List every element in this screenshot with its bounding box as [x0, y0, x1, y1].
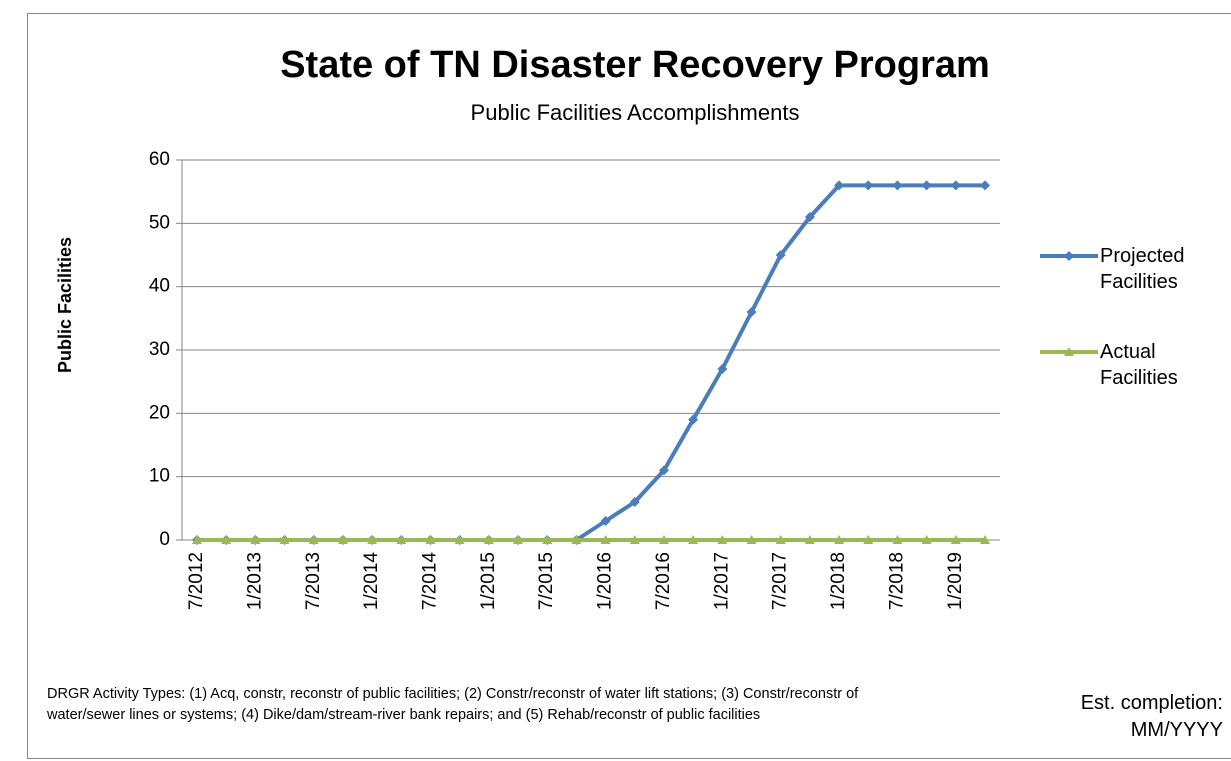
- x-tick-label: 1/2015: [478, 552, 499, 610]
- marker: [834, 180, 845, 191]
- x-tick-label: 1/2017: [711, 552, 732, 610]
- x-tick-label: 7/2016: [653, 552, 674, 610]
- marker: [980, 180, 990, 191]
- marker: [308, 535, 319, 544]
- y-tick-label: 60: [149, 149, 170, 170]
- marker: [775, 250, 786, 260]
- legend-label: Actual Facilities: [1100, 341, 1178, 389]
- marker: [950, 535, 961, 544]
- y-tick-label: 0: [159, 529, 170, 550]
- marker: [717, 535, 728, 544]
- marker: [629, 497, 640, 507]
- marker: [192, 535, 202, 544]
- x-tick-label: 1/2016: [595, 552, 616, 610]
- marker: [221, 535, 232, 544]
- marker: [658, 535, 669, 544]
- marker: [600, 516, 611, 526]
- marker: [717, 364, 728, 374]
- y-tick-label: 10: [149, 466, 170, 487]
- x-tick-label: 7/2014: [419, 552, 440, 611]
- marker: [425, 535, 436, 544]
- x-tick-label: 7/2017: [770, 552, 791, 610]
- footnote: DRGR Activity Types: (1) Acq, constr, re…: [47, 686, 859, 723]
- marker: [658, 465, 669, 476]
- chart-title: State of TN Disaster Recovery Program: [280, 44, 990, 86]
- marker: [746, 307, 757, 317]
- annotation: Est. completion: MM/YYYY: [1080, 692, 1223, 741]
- marker: [367, 535, 378, 544]
- marker: [775, 535, 786, 544]
- marker: [396, 535, 407, 544]
- chart-subtitle: Public Facilities Accomplishments: [471, 100, 800, 125]
- marker: [279, 535, 290, 544]
- marker: [892, 180, 903, 191]
- y-axis-label: Public Facilities: [55, 237, 75, 373]
- y-tick-label: 20: [149, 402, 170, 423]
- x-tick-label: 1/2013: [244, 552, 265, 610]
- legend-label: Projected Facilities: [1100, 245, 1185, 293]
- x-tick-label: 1/2019: [945, 552, 966, 610]
- marker: [600, 535, 611, 544]
- marker: [688, 414, 699, 425]
- legend-marker: [1064, 347, 1074, 356]
- x-tick-label: 7/2013: [303, 552, 324, 610]
- marker: [834, 535, 845, 544]
- x-tick-label: 7/2012: [186, 552, 207, 610]
- marker: [483, 535, 494, 544]
- marker: [337, 535, 348, 544]
- chart-border: [27, 13, 1231, 759]
- x-tick-label: 1/2018: [828, 552, 849, 610]
- marker: [542, 535, 553, 544]
- series-line: [197, 183, 985, 542]
- marker: [746, 535, 757, 544]
- x-tick-label: 1/2014: [361, 552, 382, 611]
- x-tick-label: 7/2018: [886, 552, 907, 610]
- marker: [980, 535, 990, 544]
- marker: [863, 180, 874, 191]
- marker: [250, 535, 261, 544]
- y-tick-label: 30: [149, 339, 170, 360]
- y-tick-label: 50: [149, 212, 170, 233]
- marker: [513, 535, 524, 544]
- marker: [629, 535, 640, 544]
- marker: [804, 212, 815, 222]
- y-tick-label: 40: [149, 276, 170, 297]
- marker: [804, 535, 815, 544]
- marker: [571, 535, 582, 544]
- legend-marker: [1064, 251, 1074, 261]
- marker: [921, 180, 932, 191]
- marker: [921, 535, 932, 544]
- marker: [892, 535, 903, 544]
- marker: [950, 180, 961, 191]
- x-tick-label: 7/2015: [536, 552, 557, 610]
- marker: [863, 535, 874, 544]
- marker: [454, 535, 465, 544]
- marker: [688, 535, 699, 544]
